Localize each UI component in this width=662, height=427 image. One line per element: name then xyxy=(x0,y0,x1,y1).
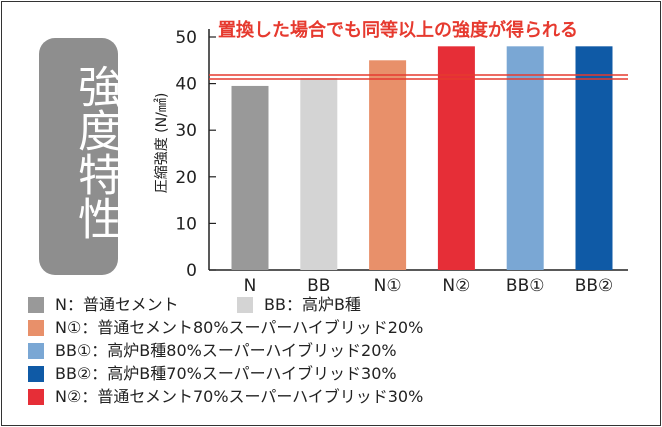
bar xyxy=(575,46,613,270)
x-tick-label: BB xyxy=(307,276,330,296)
legend-swatch xyxy=(237,297,253,313)
y-tick-label: 30 xyxy=(175,121,197,141)
bar xyxy=(231,85,269,271)
x-tick-label: N① xyxy=(374,276,402,296)
x-tick-label: N② xyxy=(442,276,470,296)
annotation-text: 置換した場合でも同等以上の強度が得られる xyxy=(218,19,578,41)
bar xyxy=(300,78,338,271)
legend-label: N①：普通セメント80%スーパーハイブリッド20% xyxy=(55,318,424,337)
legend-swatch xyxy=(28,343,44,359)
legend-swatch xyxy=(28,320,44,336)
bar xyxy=(369,60,407,270)
y-tick-label: 10 xyxy=(175,214,197,234)
legend-swatch xyxy=(28,389,44,405)
section-title: 強度特性 xyxy=(70,64,121,240)
legend-label: N②：普通セメント70%スーパーハイブリッド30% xyxy=(55,387,424,406)
legend-label: BB：高炉B種 xyxy=(264,295,361,314)
bar xyxy=(506,46,544,270)
x-tick-label: BB② xyxy=(575,276,614,296)
legend-swatch xyxy=(28,297,44,313)
x-tick-label: N xyxy=(244,276,257,296)
legend-swatch xyxy=(28,366,44,382)
legend-label: N：普通セメント xyxy=(55,295,179,314)
bar xyxy=(437,46,475,270)
section-badge: 強度特性 xyxy=(39,38,121,275)
y-axis-title: 圧縮強度 (N/㎟) xyxy=(154,93,170,194)
y-tick-label: 50 xyxy=(175,28,197,48)
y-tick-label: 20 xyxy=(175,168,197,188)
legend-label: BB②：高炉B種70%スーパーハイブリッド30% xyxy=(55,364,397,383)
legend-label: BB①：高炉B種80%スーパーハイブリッド20% xyxy=(55,341,397,360)
x-tick-label: BB① xyxy=(506,276,545,296)
y-tick-label: 0 xyxy=(186,261,197,281)
y-tick-label: 40 xyxy=(175,75,197,95)
